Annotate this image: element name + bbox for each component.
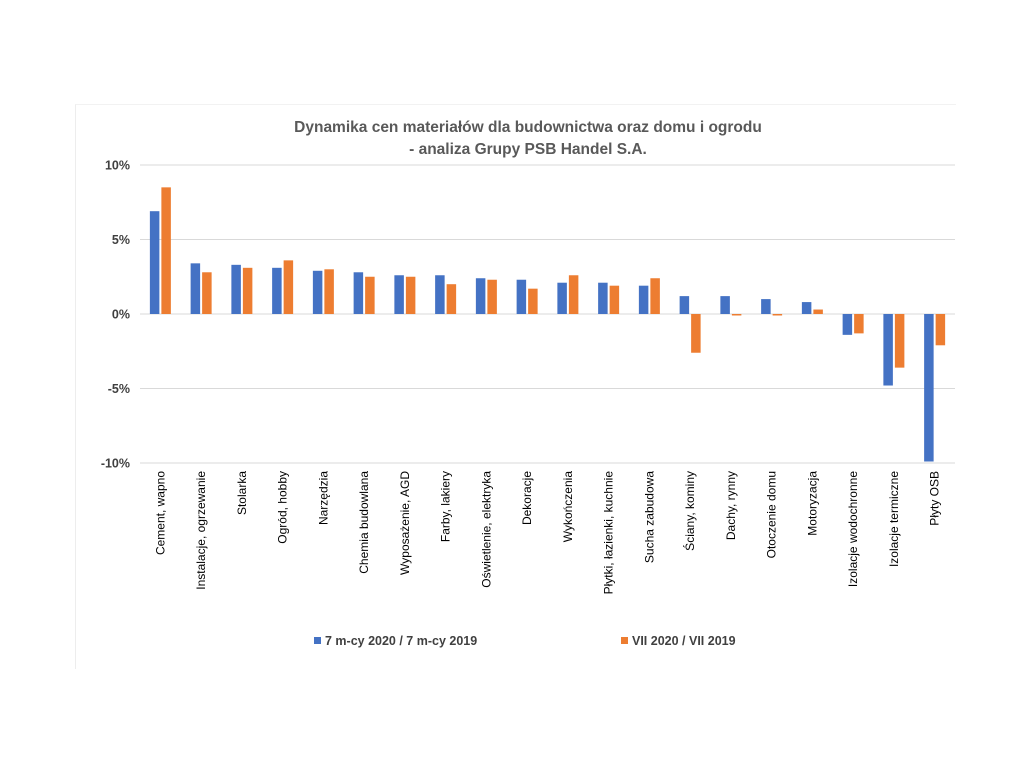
bar-series-2 (446, 284, 457, 314)
bar-series-1 (638, 285, 649, 314)
gridlines (140, 164, 955, 464)
bar-series-2 (731, 314, 742, 316)
bars (149, 187, 946, 462)
x-tick-label: Farby, lakiery (439, 471, 453, 542)
bar-series-1 (272, 267, 282, 314)
bar-series-2 (365, 276, 375, 314)
bar-series-1 (231, 264, 241, 314)
x-tick-label: Sucha zabudowa (642, 471, 656, 563)
bar-series-1 (353, 272, 364, 314)
legend-label: VII 2020 / VII 2019 (632, 634, 736, 648)
x-tick-label: Płyty OSB (928, 471, 942, 526)
legend-swatch (621, 637, 628, 644)
chart-area (75, 104, 956, 669)
x-tick-label: Ogród, hobby (276, 471, 290, 544)
bar-series-2 (568, 275, 579, 314)
y-tick-label: 5% (112, 233, 130, 247)
legend-swatch (314, 637, 321, 644)
bar-series-2 (202, 272, 212, 314)
bar-series-1 (190, 263, 201, 314)
bar-series-2 (487, 279, 497, 314)
bar-series-2 (324, 269, 334, 314)
bar-series-2 (528, 288, 538, 314)
x-tick-label: Chemia budowlana (357, 471, 371, 574)
x-tick-label: Izolacje termiczne (887, 471, 901, 567)
x-tick-label: Wyposażenie, AGD (398, 471, 412, 575)
bar-series-1 (842, 314, 853, 335)
x-tick-label: Izolacje wodochronne (846, 471, 860, 587)
bar-series-2 (894, 314, 905, 368)
bar-series-2 (161, 187, 171, 314)
x-tick-label: Dachy, rynny (724, 471, 738, 540)
legend: 7 m-cy 2020 / 7 m-cy 2019 VII 2020 / VII … (314, 634, 736, 648)
y-axis: 10% 5% 0% -5% -10% (101, 159, 130, 471)
bar-series-2 (405, 276, 416, 314)
bar-series-1 (557, 282, 567, 314)
chart-title-line-2: - analiza Grupy PSB Handel S.A. (409, 141, 647, 158)
x-tick-label: Stolarka (235, 471, 249, 515)
chart-title-line-1: Dynamika cen materiałów dla budownictwa … (294, 119, 762, 136)
y-tick-label: 10% (105, 159, 130, 173)
bar-series-1 (475, 278, 486, 314)
y-tick-label: -5% (108, 382, 130, 396)
bar-series-1 (149, 211, 160, 314)
x-tick-label: Ściany, kominy (682, 471, 697, 551)
y-tick-label: 0% (112, 308, 130, 322)
bar-series-1 (801, 302, 812, 314)
bar-series-2 (283, 260, 294, 314)
legend-label: 7 m-cy 2020 / 7 m-cy 2019 (325, 634, 477, 648)
bar-series-1 (394, 275, 404, 314)
x-tick-label: Dekoracje (520, 471, 534, 525)
bar-series-2 (691, 314, 701, 353)
bar-series-1 (679, 296, 690, 314)
bar-series-2 (854, 314, 864, 334)
bar-series-1 (435, 275, 445, 314)
bar-series-2 (772, 314, 783, 316)
x-tick-label: Motoryzacja (805, 471, 819, 536)
bar-series-1 (312, 270, 323, 314)
chart-title: Dynamika cen materiałów dla budownictwa … (294, 119, 762, 158)
bar-series-1 (761, 299, 771, 314)
x-tick-label: Narzędzia (316, 471, 330, 525)
x-tick-label: Cement, wapno (153, 471, 167, 555)
bar-series-2 (242, 267, 253, 314)
x-tick-label: Płytki, łazienki, kuchnie (602, 471, 616, 595)
x-tick-label: Instalacje, ogrzewanie (194, 471, 208, 590)
x-tick-label: Otoczenie domu (765, 471, 779, 558)
bar-series-2 (650, 278, 660, 314)
bar-series-1 (720, 296, 730, 314)
x-axis: Cement, wapno Instalacje, ogrzewanie Stola… (153, 471, 941, 595)
x-tick-label: Oświetlenie, elektryka (479, 471, 493, 588)
x-tick-label: Wykończenia (561, 471, 575, 543)
bar-series-1 (598, 282, 608, 314)
bar-series-1 (883, 314, 893, 386)
y-tick-label: -10% (101, 457, 130, 471)
bar-series-2 (609, 285, 620, 314)
bar-series-2 (935, 314, 946, 346)
bar-series-2 (813, 309, 823, 314)
bar-series-1 (924, 314, 934, 462)
bar-series-1 (516, 279, 527, 314)
